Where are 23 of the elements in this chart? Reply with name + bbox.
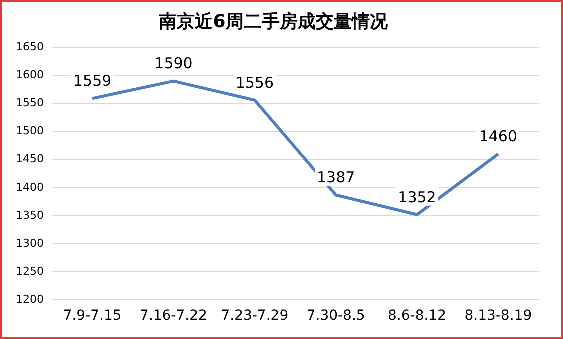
y-tick-label: 1600 bbox=[16, 68, 44, 82]
chart-title: 南京近6周二手房成交量情况 bbox=[158, 11, 389, 32]
x-tick-label: 8.6-8.12 bbox=[388, 308, 446, 324]
data-label: 1352 bbox=[398, 188, 436, 206]
y-tick-label: 1250 bbox=[16, 264, 44, 278]
y-tick-label: 1500 bbox=[16, 124, 44, 138]
x-tick-label: 7.23-7.29 bbox=[221, 308, 289, 324]
y-tick-label: 1300 bbox=[16, 236, 44, 250]
y-tick-label: 1550 bbox=[16, 96, 44, 110]
x-tick-label: 7.16-7.22 bbox=[140, 308, 208, 324]
x-tick-label: 8.13-8.19 bbox=[464, 308, 532, 324]
data-label: 1460 bbox=[479, 128, 518, 146]
y-tick-label: 1450 bbox=[16, 152, 44, 166]
x-tick-label: 7.9-7.15 bbox=[63, 308, 122, 324]
data-label: 1556 bbox=[236, 74, 274, 92]
x-tick-label: 7.30-8.5 bbox=[306, 308, 366, 324]
data-label: 1559 bbox=[73, 72, 112, 90]
y-tick-label: 1350 bbox=[16, 208, 44, 222]
data-label: 1590 bbox=[154, 54, 193, 73]
y-tick-label: 1200 bbox=[16, 293, 44, 306]
y-tick-label: 1650 bbox=[16, 40, 44, 54]
data-label: 1387 bbox=[316, 168, 356, 187]
y-tick-label: 1400 bbox=[16, 180, 44, 194]
